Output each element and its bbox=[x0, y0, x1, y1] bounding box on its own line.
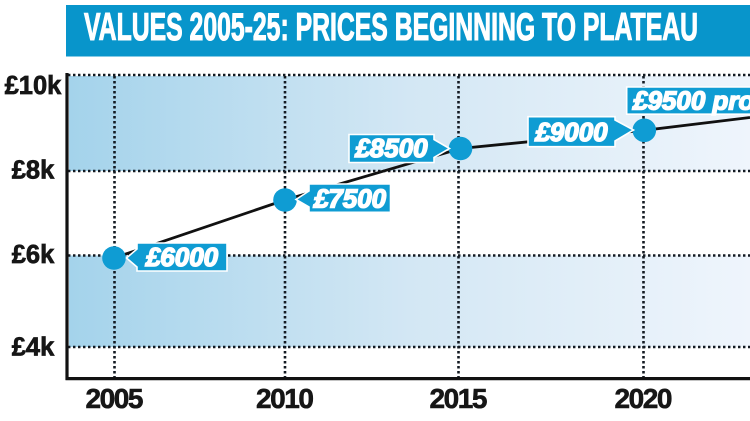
svg-text:2015: 2015 bbox=[430, 383, 488, 414]
svg-text:£9500 projected: £9500 projected bbox=[632, 86, 750, 116]
svg-text:£8500: £8500 bbox=[354, 133, 428, 163]
svg-text:2005: 2005 bbox=[86, 383, 144, 414]
svg-text:£6k: £6k bbox=[12, 241, 55, 269]
svg-text:£9000: £9000 bbox=[534, 117, 608, 147]
svg-text:£6000: £6000 bbox=[145, 242, 219, 272]
svg-text:£10k: £10k bbox=[5, 72, 63, 100]
svg-text:£8k: £8k bbox=[12, 157, 55, 185]
svg-text:2010: 2010 bbox=[256, 383, 314, 414]
svg-text:2020: 2020 bbox=[615, 383, 673, 414]
svg-text:£4k: £4k bbox=[12, 334, 55, 362]
svg-text:£7500: £7500 bbox=[313, 184, 387, 214]
svg-text:VALUES 2005-25: PRICES BEGINNI: VALUES 2005-25: PRICES BEGINNING TO PLAT… bbox=[84, 6, 698, 49]
